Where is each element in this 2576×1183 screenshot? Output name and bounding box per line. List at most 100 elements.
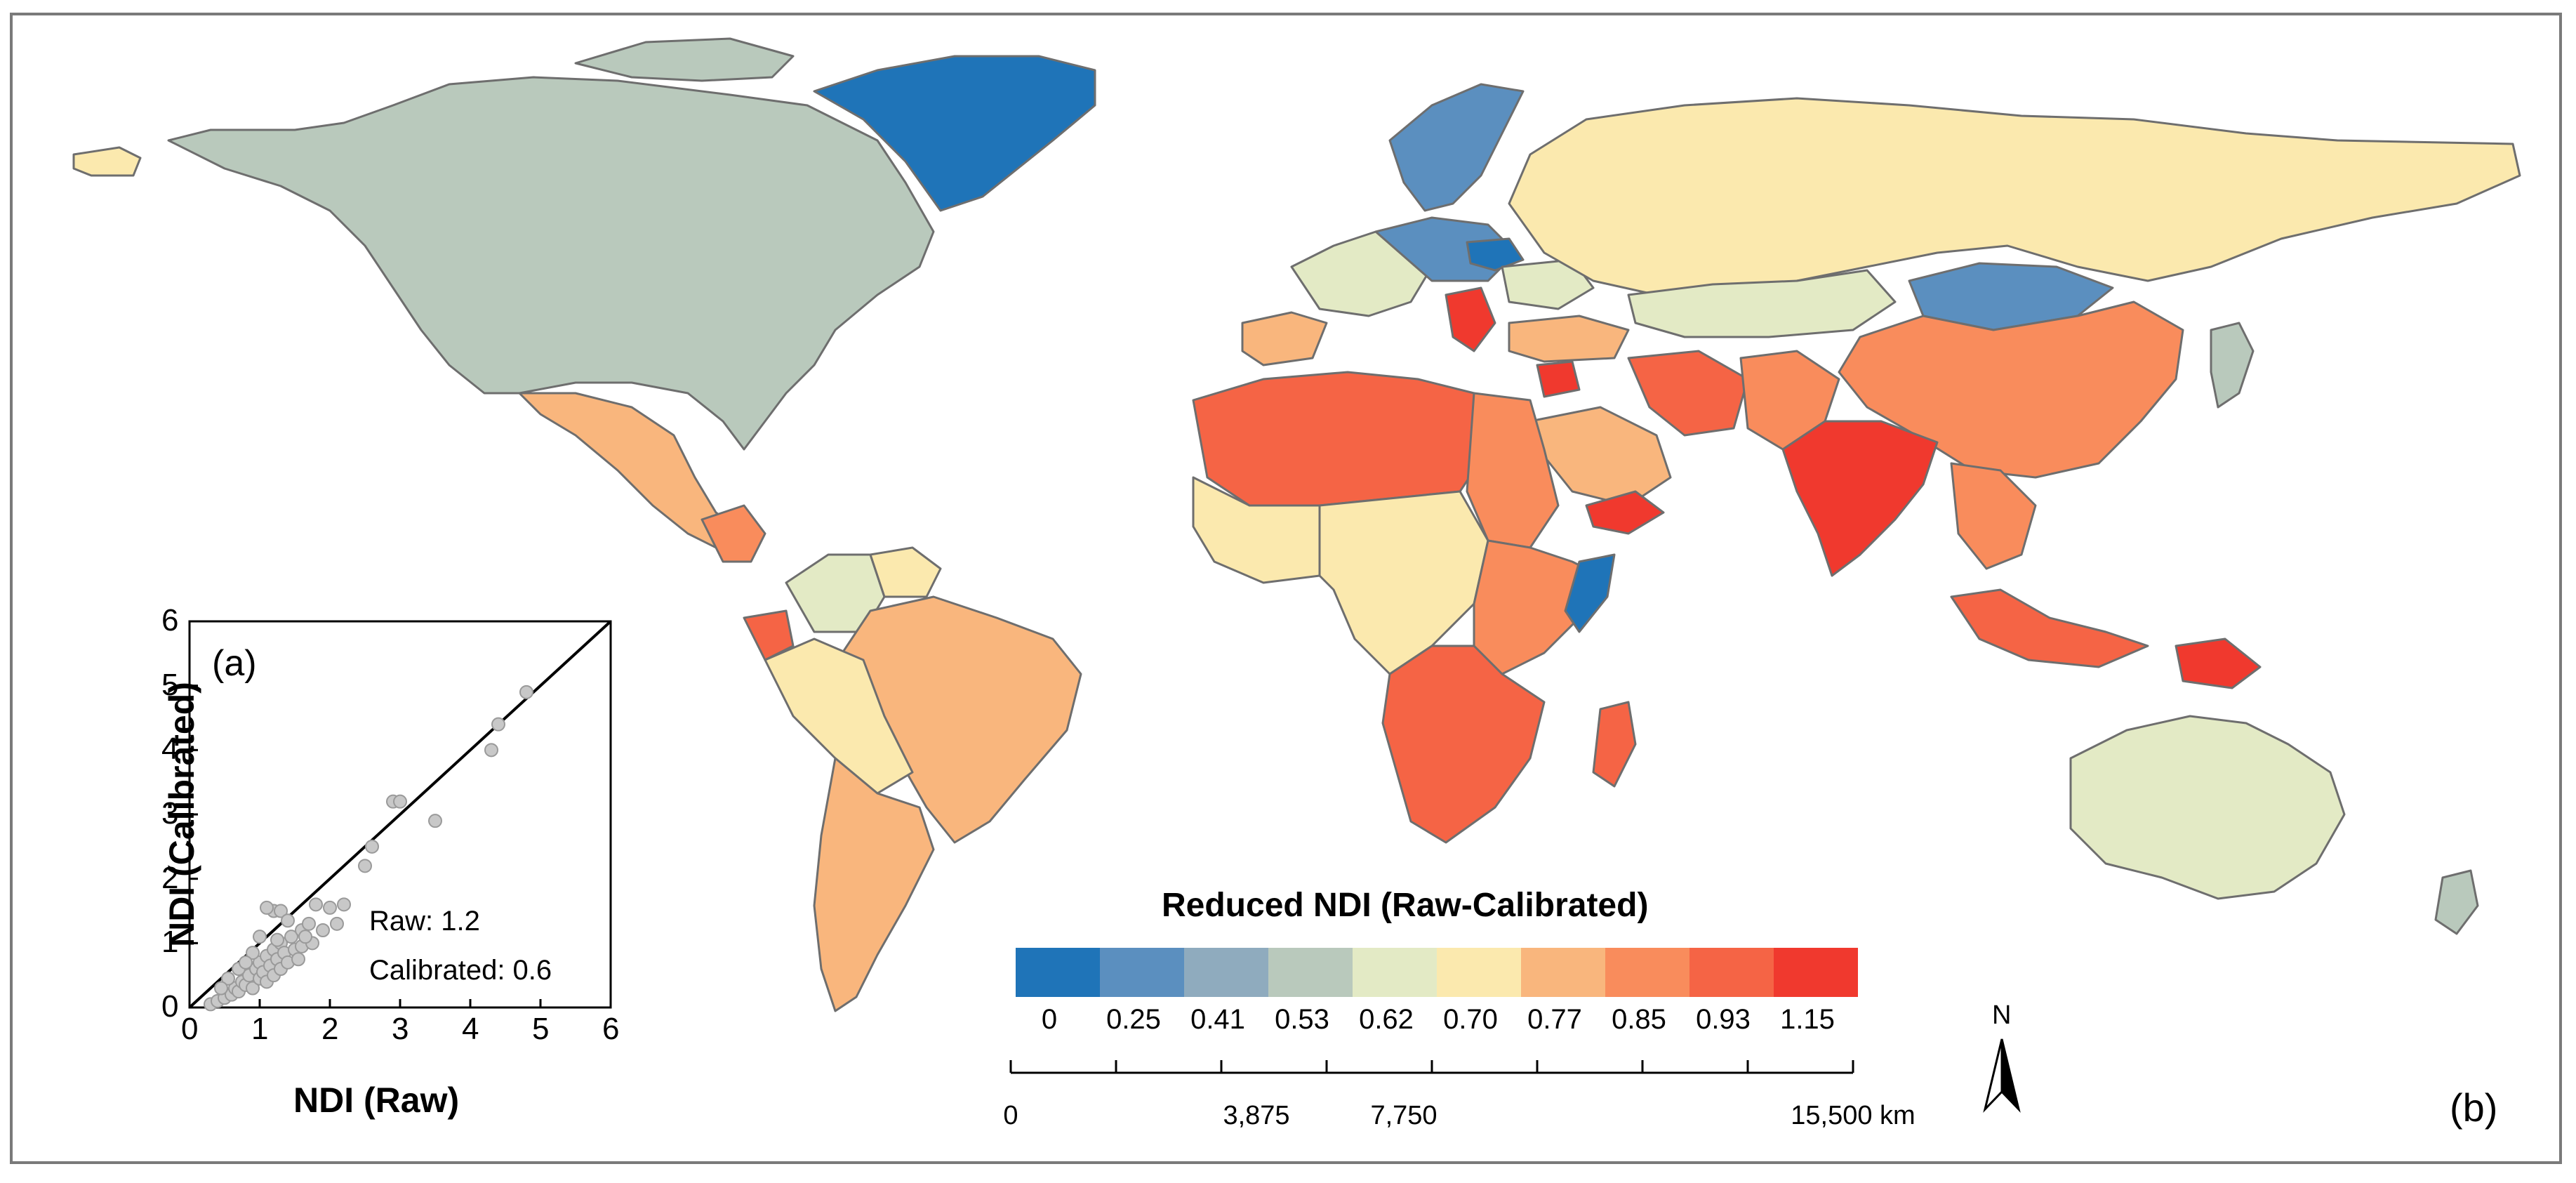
legend-label-4: 0.62 — [1359, 1004, 1414, 1035]
country-japan — [2210, 322, 2255, 409]
scatter-point-32 — [316, 923, 330, 937]
country-southeast-asia — [1950, 462, 2037, 570]
x-tick-label-0: 0 — [181, 1012, 199, 1046]
scatter-point-48 — [428, 814, 442, 828]
scatter-point-53 — [239, 955, 253, 970]
country-venezuela — [869, 546, 942, 598]
legend-swatch-2 — [1184, 948, 1268, 997]
y-tick-label-4: 4 — [161, 732, 179, 767]
scatter-point-52 — [214, 981, 228, 996]
country-alaska-tip — [72, 146, 142, 177]
legend-label-9: 1.15 — [1780, 1004, 1835, 1035]
country-papua — [2175, 637, 2262, 689]
country-australia — [2069, 715, 2346, 900]
stat-raw: Raw: 1.2 — [369, 906, 480, 937]
north-label: N — [1992, 1000, 2012, 1030]
legend-swatch-9 — [1774, 948, 1858, 997]
legend-swatch-5 — [1437, 948, 1521, 997]
scatter-point-41 — [221, 971, 235, 986]
country-kazakhstan — [1627, 269, 1897, 338]
inset-scatter-plot — [188, 620, 612, 1012]
y-tick-label-3: 3 — [161, 796, 179, 831]
scatter-point-37 — [274, 904, 288, 918]
scatter-point-42 — [253, 930, 267, 944]
legend-label-6: 0.77 — [1527, 1004, 1582, 1035]
country-north-america — [167, 76, 935, 451]
legend-swatch-8 — [1689, 948, 1774, 997]
x-tick-label-2: 2 — [321, 1012, 339, 1046]
country-china — [1838, 300, 2184, 479]
legend-label-7: 0.85 — [1612, 1004, 1666, 1035]
scatter-point-47 — [393, 794, 407, 809]
x-tick-label-5: 5 — [532, 1012, 550, 1046]
country-greenland — [813, 55, 1096, 212]
y-tick-label-5: 5 — [161, 667, 179, 702]
country-balkans — [1445, 286, 1496, 352]
scatter-point-26 — [291, 952, 305, 967]
legend-label-3: 0.53 — [1275, 1004, 1329, 1035]
inset-panel-label: (a) — [212, 643, 257, 684]
scatter-point-38 — [260, 900, 274, 915]
legend-swatch-6 — [1521, 948, 1605, 997]
panel-label-b: (b) — [2450, 1085, 2498, 1130]
legend-label-5: 0.70 — [1443, 1004, 1498, 1035]
scatter-point-45 — [365, 839, 379, 854]
y-tick-label-2: 2 — [161, 860, 179, 895]
country-yemen — [1585, 490, 1665, 535]
country-ecuador — [743, 609, 795, 661]
scatter-point-55 — [298, 930, 312, 944]
legend-label-1: 0.25 — [1106, 1004, 1161, 1035]
legend-label-2: 0.41 — [1190, 1004, 1245, 1035]
scale-label-1: 3,875 — [1223, 1101, 1290, 1130]
legend-label-8: 0.93 — [1696, 1004, 1751, 1035]
y-tick-label-0: 0 — [161, 989, 179, 1024]
scatter-point-33 — [323, 900, 337, 915]
stat-calibrated: Calibrated: 0.6 — [369, 955, 552, 986]
country-new-zealand — [2434, 869, 2479, 935]
scatter-point-44 — [358, 859, 372, 873]
country-north-africa — [1192, 371, 1489, 507]
country-iberia — [1241, 311, 1328, 366]
inset-x-axis-label: NDI (Raw) — [293, 1080, 460, 1120]
legend-swatch-7 — [1605, 948, 1689, 997]
scale-label-3: 15,500 km — [1791, 1101, 1916, 1130]
legend-title: Reduced NDI (Raw-Calibrated) — [1162, 887, 1649, 924]
scale-label-0: 0 — [1003, 1101, 1018, 1130]
scatter-point-34 — [330, 916, 344, 931]
scatter-point-54 — [270, 932, 284, 947]
scatter-point-49 — [484, 743, 498, 758]
x-tick-label-1: 1 — [251, 1012, 269, 1046]
country-peru-bolivia — [764, 637, 914, 795]
legend-swatch-0 — [1016, 948, 1100, 997]
scatter-point-51 — [519, 685, 533, 699]
country-indonesia — [1950, 588, 2149, 668]
legend-swatch-3 — [1268, 948, 1353, 997]
x-tick-label-6: 6 — [602, 1012, 620, 1046]
scatter-point-43 — [281, 913, 295, 928]
scatter-point-35 — [337, 897, 351, 912]
scatter-point-24 — [284, 930, 298, 944]
scale-bar — [1009, 1060, 1854, 1074]
country-argentina-chile — [813, 757, 935, 1012]
x-tick-label-3: 3 — [392, 1012, 409, 1046]
country-iran — [1627, 350, 1749, 437]
country-southern-africa — [1381, 645, 1546, 844]
y-tick-label-1: 1 — [161, 925, 179, 960]
country-arctic-islands — [574, 37, 795, 82]
y-tick-label-6: 6 — [161, 603, 179, 637]
legend-label-0: 0 — [1041, 1004, 1058, 1035]
country-scandinavia — [1388, 83, 1525, 212]
country-turkey — [1508, 315, 1630, 363]
scatter-point-9 — [246, 981, 260, 996]
country-egypt-sudan — [1466, 392, 1560, 549]
scale-label-2: 7,750 — [1370, 1101, 1438, 1130]
country-madagascar — [1592, 701, 1637, 788]
country-east-africa — [1473, 539, 1602, 675]
country-syria — [1536, 360, 1581, 398]
scatter-point-29 — [302, 916, 316, 931]
country-saudi-arabia — [1529, 406, 1672, 507]
north-arrow-icon — [1983, 1038, 2021, 1113]
x-tick-label-4: 4 — [462, 1012, 479, 1046]
legend-swatch-1 — [1100, 948, 1184, 997]
